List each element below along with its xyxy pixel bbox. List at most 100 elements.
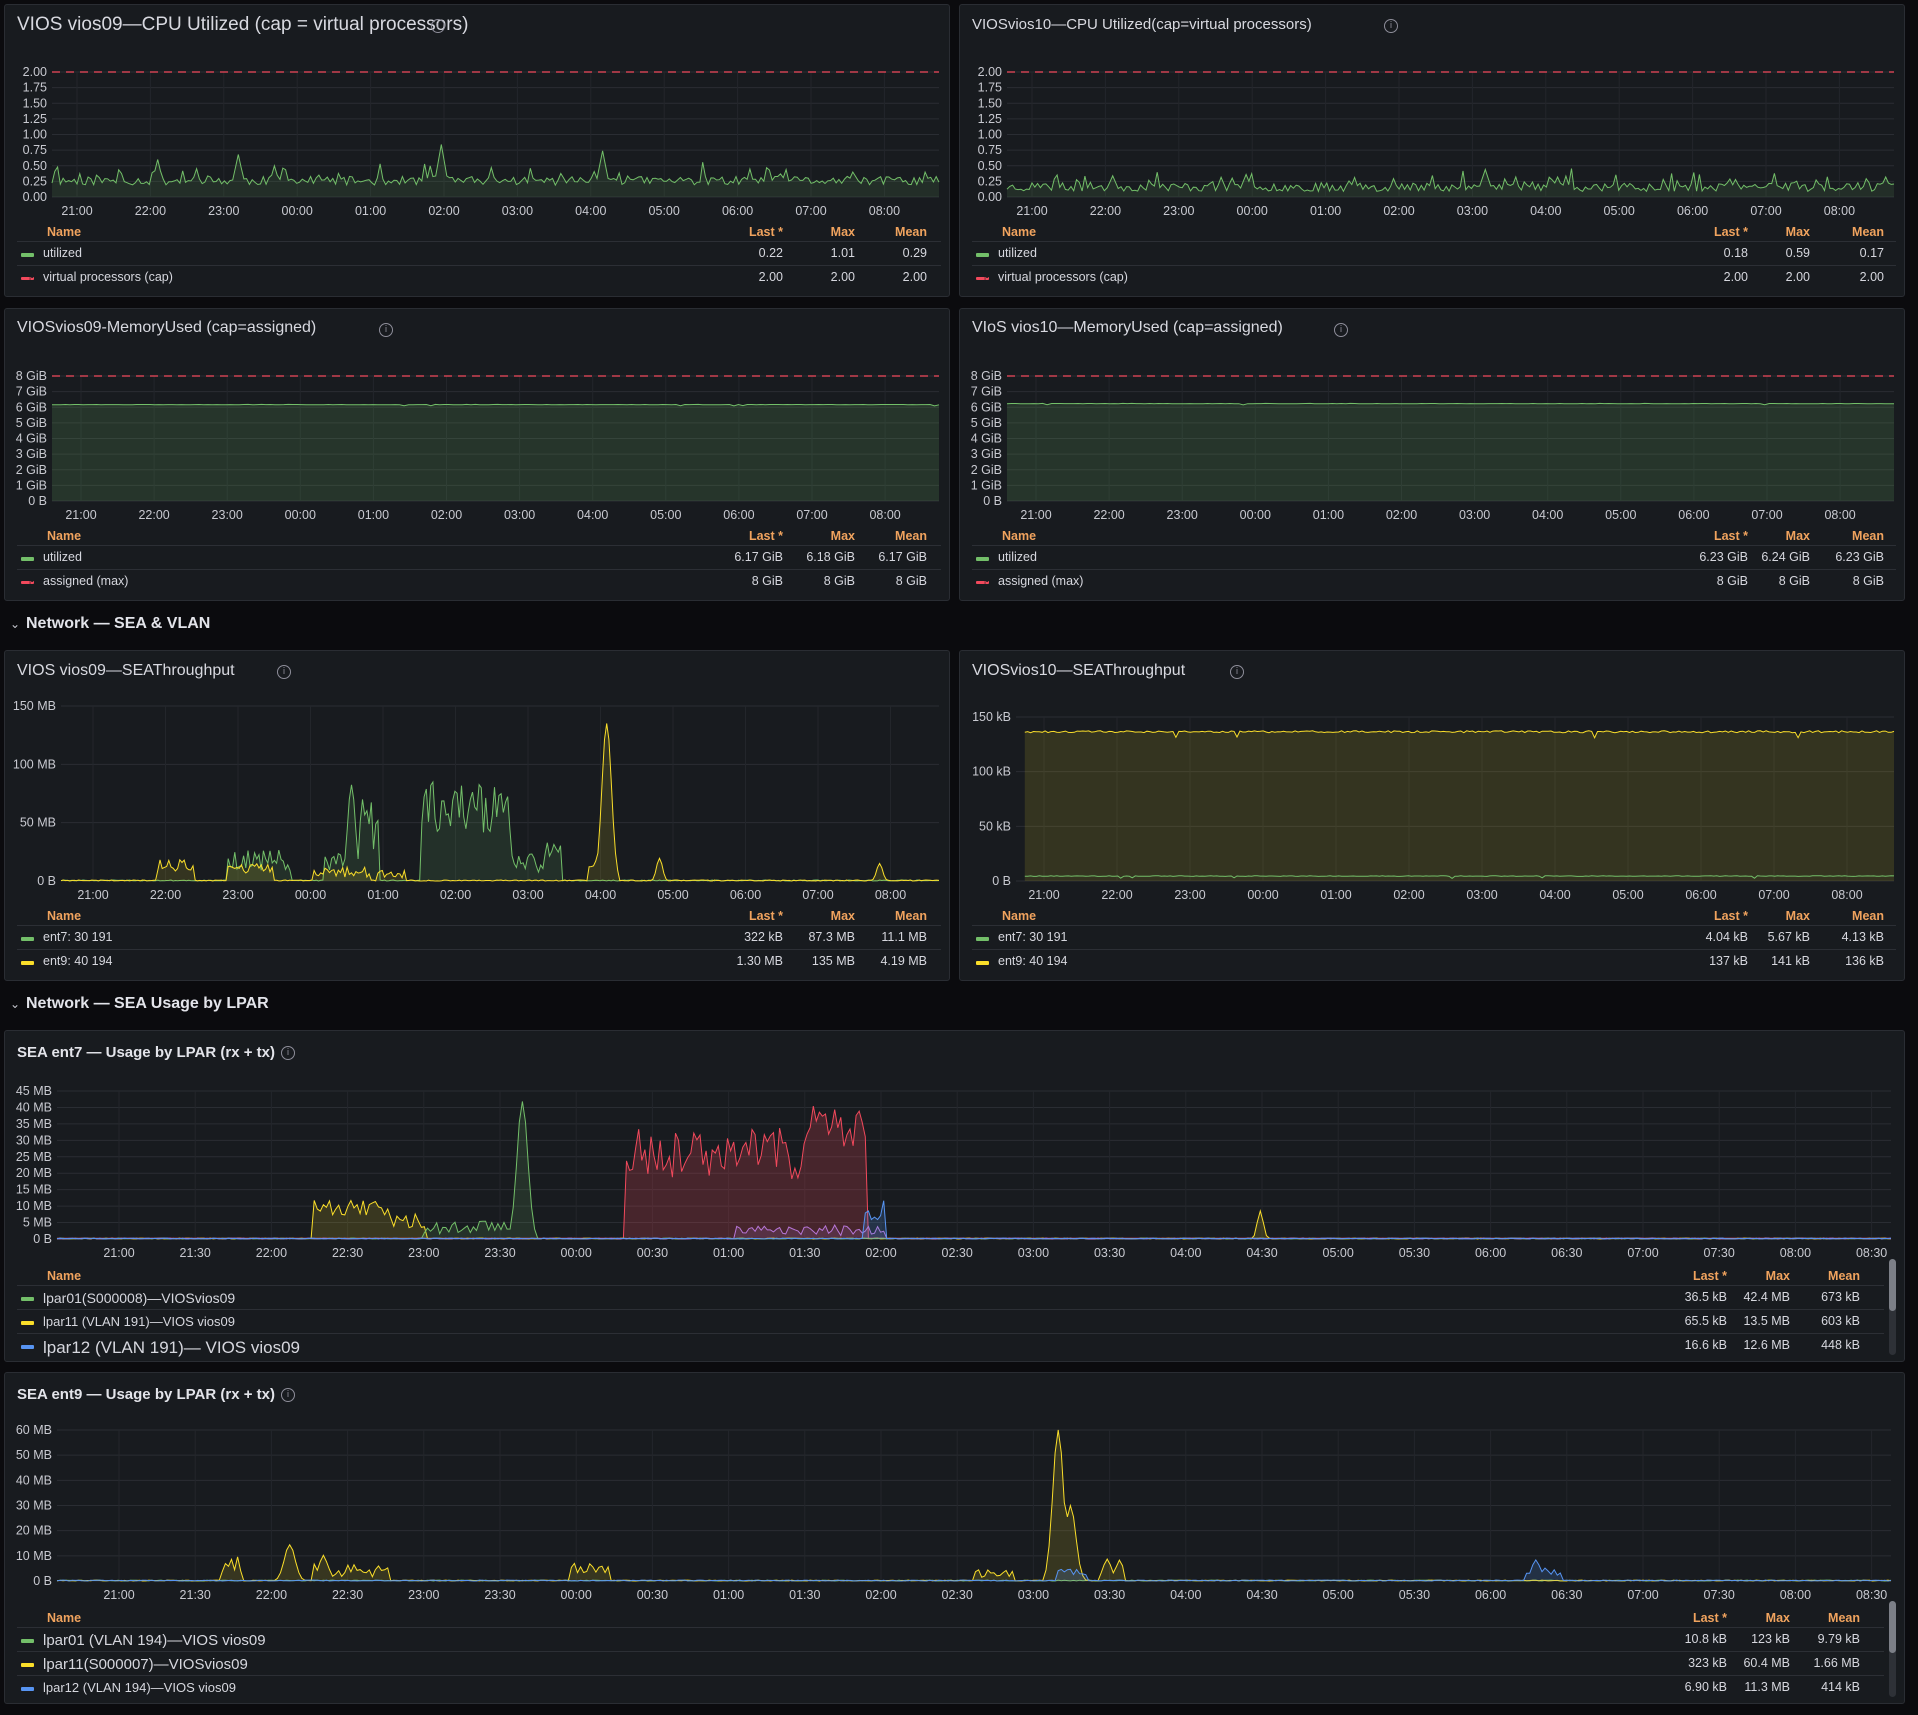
- legend-header-last[interactable]: Last *: [748, 909, 783, 923]
- legend-row[interactable]: utilized 6.17 GiB 6.18 GiB 6.17 GiB: [17, 545, 941, 570]
- legend-series-name[interactable]: assigned (max): [43, 574, 129, 588]
- legend-row[interactable]: utilized 0.22 1.01 0.29: [17, 241, 941, 266]
- scrollbar-thumb[interactable]: [1889, 1601, 1896, 1653]
- scrollbar-thumb[interactable]: [1889, 1259, 1896, 1311]
- info-icon[interactable]: i: [379, 323, 393, 337]
- legend-row[interactable]: ent7: 30 191 4.04 kB 5.67 kB 4.13 kB: [972, 925, 1896, 950]
- legend-row[interactable]: ent9: 40 194 137 kB 141 kB 136 kB: [972, 949, 1896, 974]
- legend-header-name[interactable]: Name: [47, 529, 82, 543]
- cpu-vios10-chart[interactable]: 2.00 1.751.50 1.25 1.000.75 0.500.25 0.00 21:0…: [960, 5, 1905, 225]
- legend-series-name[interactable]: ent7: 30 191: [43, 930, 113, 944]
- legend-header-last[interactable]: Last *: [1713, 225, 1748, 239]
- legend-series-name[interactable]: assigned (max): [998, 574, 1084, 588]
- legend-series-name[interactable]: lpar11 (VLAN 191)—VIOS vios09: [43, 1314, 235, 1329]
- legend-scrollbar[interactable]: [1889, 1259, 1896, 1355]
- legend-header-last[interactable]: Last *: [1692, 1269, 1727, 1283]
- legend-series-name[interactable]: ent9: 40 194: [43, 954, 113, 968]
- legend-row[interactable]: utilized 0.18 0.59 0.17: [972, 241, 1896, 266]
- legend-row[interactable]: assigned (max) 8 GiB 8 GiB 8 GiB: [972, 569, 1896, 594]
- panel-title[interactable]: SEA ent9 — Usage by LPAR (rx + tx): [17, 1386, 275, 1403]
- legend-header-last[interactable]: Last *: [1713, 909, 1748, 923]
- row-title[interactable]: Network — SEA & VLAN: [26, 615, 211, 632]
- legend-row[interactable]: assigned (max) 8 GiB 8 GiB 8 GiB: [17, 569, 941, 594]
- legend-row[interactable]: utilized 6.23 GiB 6.24 GiB 6.23 GiB: [972, 545, 1896, 570]
- info-icon[interactable]: i: [1334, 323, 1348, 337]
- sea-ent7-usage-chart[interactable]: 45 MB 40 MB 35 MB 30 MB 25 MB 20 MB 15 MB 10 MB…: [5, 1031, 1905, 1269]
- row-header-sea-vlan[interactable]: ⌄ Network — SEA & VLAN: [10, 615, 210, 633]
- sea-throughput-vios09-chart[interactable]: 150 MB 100 MB 50 MB 0 B 21:00 22:00 23:00 00:00…: [5, 651, 950, 909]
- legend-row[interactable]: lpar01(S000008)—VIOSvios09 36.5 kB 42.4 MB…: [17, 1285, 1884, 1310]
- legend-header-mean[interactable]: Mean: [895, 529, 927, 543]
- legend-row[interactable]: lpar12 (VLAN 191)— VIOS vios09 16.6 kB 12.…: [17, 1333, 1884, 1358]
- legend-header-name[interactable]: Name: [47, 909, 82, 923]
- legend-header-mean[interactable]: Mean: [1828, 1269, 1860, 1283]
- panel-title[interactable]: VIOS vios09—CPU Utilized (cap = virtual …: [17, 14, 469, 35]
- legend-header-name[interactable]: Name: [47, 225, 82, 239]
- legend-header-name[interactable]: Name: [1002, 529, 1037, 543]
- info-icon[interactable]: i: [277, 665, 291, 679]
- row-title[interactable]: Network — SEA Usage by LPAR: [26, 995, 269, 1012]
- legend-header-name[interactable]: Name: [1002, 909, 1037, 923]
- legend-series-name[interactable]: lpar01(S000008)—VIOSvios09: [43, 1290, 236, 1306]
- legend-series-name[interactable]: lpar12 (VLAN 191)— VIOS vios09: [43, 1338, 301, 1357]
- legend-header-max[interactable]: Max: [1765, 1611, 1790, 1625]
- panel-title[interactable]: VIOS vios09—SEAThroughput: [17, 662, 235, 679]
- legend-series-name[interactable]: virtual processors (cap): [998, 270, 1128, 284]
- info-icon[interactable]: i: [281, 1046, 295, 1060]
- legend-series-name[interactable]: utilized: [43, 246, 82, 260]
- panel-cpu-vios10[interactable]: VIOSvios10—CPU Utilized(cap=virtual proc…: [959, 4, 1905, 297]
- legend-header-max[interactable]: Max: [1785, 225, 1810, 239]
- cpu-vios09-chart[interactable]: 2.00 1.751.50 1.25 1.000.75 0.500.25 0.00 21:0…: [5, 5, 950, 225]
- panel-title[interactable]: VIOSvios10—SEAThroughput: [972, 662, 1186, 679]
- legend-row[interactable]: ent7: 30 191 322 kB 87.3 MB 11.1 MB: [17, 925, 941, 950]
- row-header-sea-usage[interactable]: ⌄ Network — SEA Usage by LPAR: [10, 995, 269, 1013]
- legend-header-max[interactable]: Max: [830, 909, 855, 923]
- legend-header-mean[interactable]: Mean: [895, 225, 927, 239]
- legend-series-name[interactable]: utilized: [998, 246, 1037, 260]
- info-icon[interactable]: i: [281, 1388, 295, 1402]
- sea-throughput-vios10-chart[interactable]: 150 kB 100 kB 50 kB 0 B 21:00 22:00 23:00 00:00…: [960, 651, 1905, 909]
- legend-header-name[interactable]: Name: [47, 1269, 82, 1283]
- legend-series-name[interactable]: ent9: 40 194: [998, 954, 1068, 968]
- legend-series-name[interactable]: ent7: 30 191: [998, 930, 1068, 944]
- chevron-down-icon[interactable]: ⌄: [10, 997, 21, 1011]
- panel-memory-vios09[interactable]: VIOSvios09-MemoryUsed (cap=assigned) i 8…: [4, 308, 950, 601]
- panel-sea-ent9-usage[interactable]: SEA ent9 — Usage by LPAR (rx + tx) i 60 …: [4, 1372, 1905, 1704]
- legend-row[interactable]: lpar12 (VLAN 194)—VIOS vios09 6.90 kB 11.3…: [17, 1675, 1884, 1700]
- legend-header-mean[interactable]: Mean: [1828, 1611, 1860, 1625]
- legend-series-name[interactable]: virtual processors (cap): [43, 270, 173, 284]
- panel-cpu-vios09[interactable]: VIOS vios09—CPU Utilized (cap = virtual …: [4, 4, 950, 297]
- legend-series-name[interactable]: utilized: [43, 550, 82, 564]
- panel-title[interactable]: VIoS vios10—MemoryUsed (cap=assigned): [972, 319, 1283, 336]
- legend-series-name[interactable]: lpar01 (VLAN 194)—VIOS vios09: [43, 1632, 266, 1649]
- legend-header-max[interactable]: Max: [830, 529, 855, 543]
- legend-header-name[interactable]: Name: [1002, 225, 1037, 239]
- legend-header-name[interactable]: Name: [47, 1611, 82, 1625]
- legend-row[interactable]: virtual processors (cap) 2.00 2.00 2.00: [972, 265, 1896, 290]
- legend-header-mean[interactable]: Mean: [1852, 529, 1884, 543]
- panel-sea-throughput-vios10[interactable]: VIOSvios10—SEAThroughput i 150 kB 100 kB 5…: [959, 650, 1905, 981]
- legend-series-name[interactable]: lpar12 (VLAN 194)—VIOS vios09: [43, 1680, 236, 1695]
- panel-title[interactable]: VIOSvios10—CPU Utilized(cap=virtual proc…: [972, 16, 1312, 33]
- legend-header-max[interactable]: Max: [1785, 529, 1810, 543]
- legend-row[interactable]: ent9: 40 194 1.30 MB 135 MB 4.19 MB: [17, 949, 941, 974]
- legend-scrollbar[interactable]: [1889, 1601, 1896, 1697]
- legend-row[interactable]: lpar11 (VLAN 191)—VIOS vios09 65.5 kB 13.5…: [17, 1309, 1884, 1334]
- legend-header-max[interactable]: Max: [830, 225, 855, 239]
- legend-header-last[interactable]: Last *: [748, 225, 783, 239]
- chevron-down-icon[interactable]: ⌄: [10, 617, 21, 631]
- legend-series-name[interactable]: utilized: [998, 550, 1037, 564]
- panel-title[interactable]: VIOSvios09-MemoryUsed (cap=assigned): [17, 319, 317, 336]
- sea-ent9-usage-chart[interactable]: 60 MB 50 MB 40 MB 30 MB 20 MB 10 MB 0 B 21:00 21…: [5, 1373, 1905, 1611]
- info-icon[interactable]: i: [431, 19, 445, 33]
- legend-header-last[interactable]: Last *: [1692, 1611, 1727, 1625]
- legend-header-last[interactable]: Last *: [748, 529, 783, 543]
- panel-sea-throughput-vios09[interactable]: VIOS vios09—SEAThroughput i 150 MB 100 MB…: [4, 650, 950, 981]
- legend-header-max[interactable]: Max: [1765, 1269, 1790, 1283]
- info-icon[interactable]: i: [1384, 19, 1398, 33]
- legend-series-name[interactable]: lpar11(S000007)—VIOSvios09: [43, 1656, 248, 1673]
- legend-header-last[interactable]: Last *: [1713, 529, 1748, 543]
- panel-title[interactable]: SEA ent7 — Usage by LPAR (rx + tx): [17, 1044, 275, 1061]
